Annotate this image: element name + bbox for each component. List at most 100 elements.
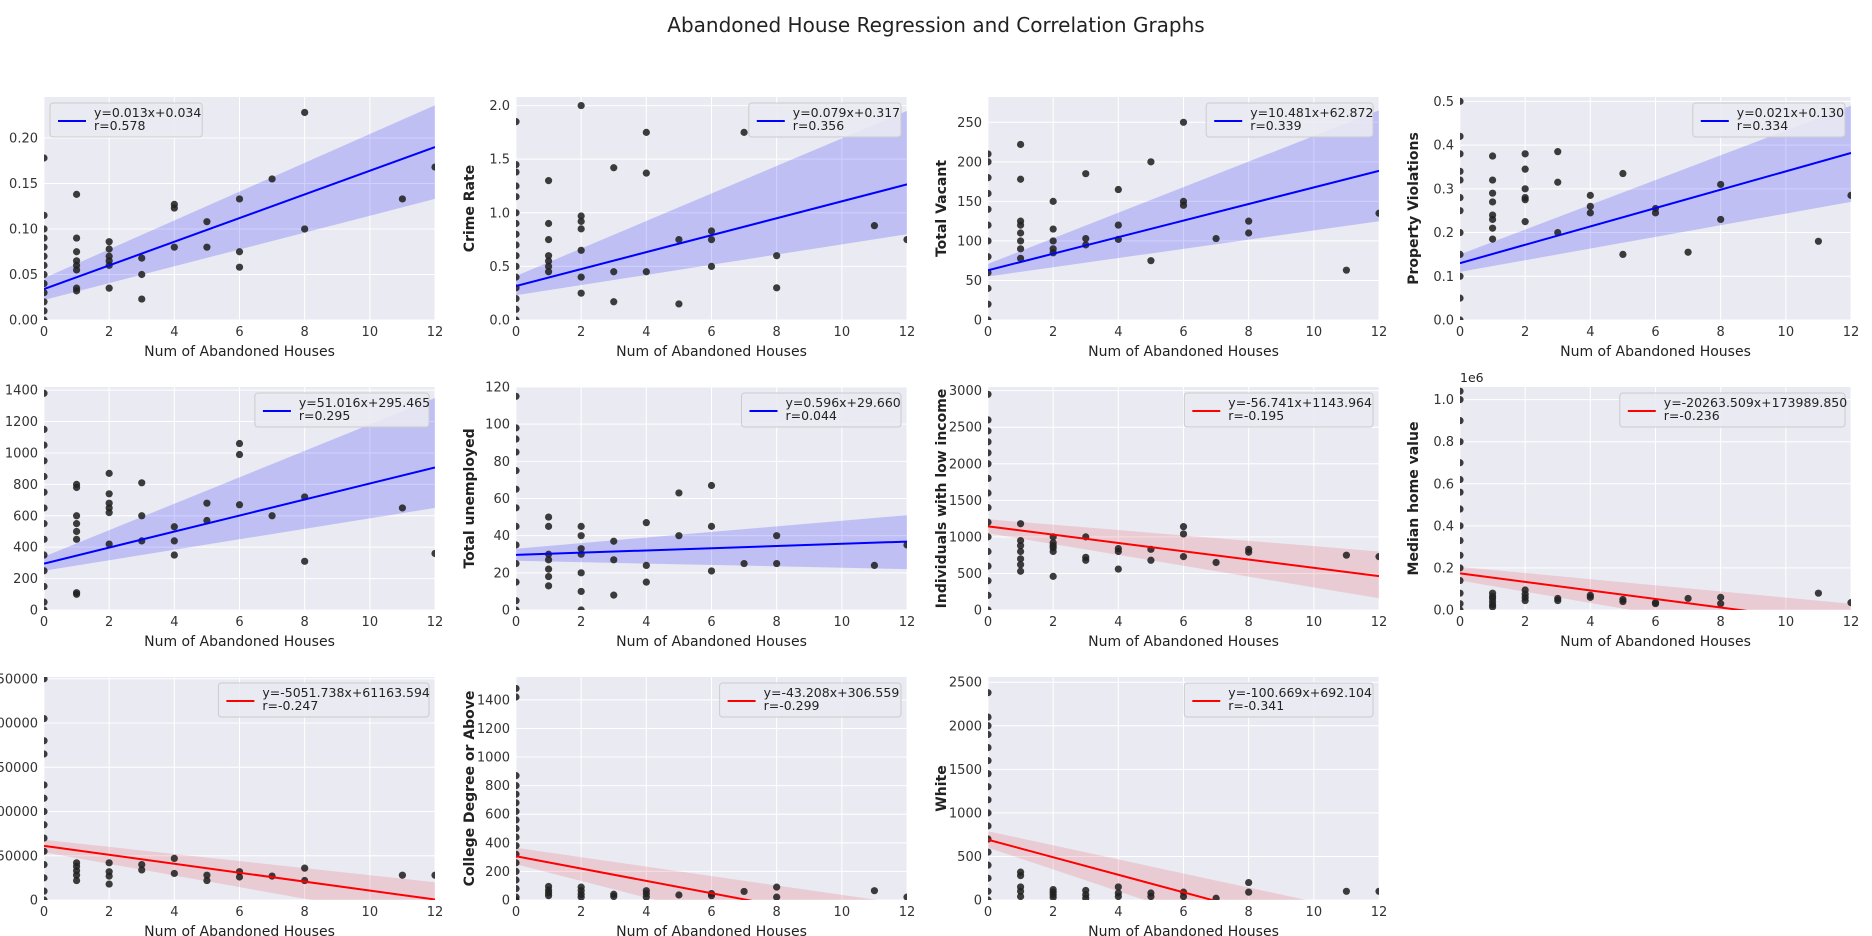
data-point <box>516 606 520 610</box>
x-tick-label: 2 <box>1049 615 1057 630</box>
data-point <box>1460 417 1464 425</box>
data-point <box>72 248 81 256</box>
data-point <box>1179 523 1188 531</box>
data-point <box>1619 169 1627 178</box>
data-point <box>1016 245 1025 253</box>
x-tick-label: 2 <box>105 615 113 630</box>
data-point <box>516 118 520 126</box>
data-point <box>1212 234 1220 243</box>
data-point <box>1016 254 1025 262</box>
y-tick-label: 0.4 <box>1433 519 1454 534</box>
y-axis-label: Crime Rate <box>462 165 478 252</box>
data-point <box>203 871 211 879</box>
data-point <box>1488 235 1497 243</box>
x-tick-label: 2 <box>1521 325 1529 340</box>
legend-text: r=0.295 <box>299 408 350 423</box>
data-point <box>1016 547 1025 556</box>
data-point <box>398 195 407 203</box>
data-point <box>516 160 520 169</box>
data-point <box>516 799 520 807</box>
data-point <box>1016 140 1025 149</box>
legend-box <box>217 682 430 718</box>
data-point <box>235 450 244 459</box>
x-tick-label: 4 <box>170 615 178 630</box>
data-point <box>1342 887 1351 895</box>
y-tick-label: 1500 <box>949 763 982 778</box>
data-point <box>707 567 716 575</box>
data-point <box>1342 551 1351 559</box>
y-tick-label: 2500 <box>949 676 982 691</box>
data-point <box>577 893 585 900</box>
data-point <box>1460 564 1464 572</box>
regression-line <box>44 844 435 900</box>
legend-text: y=10.481x+62.872 <box>1250 105 1373 120</box>
data-point <box>44 389 48 397</box>
confidence-band <box>516 847 878 900</box>
x-tick-label: 8 <box>773 615 781 630</box>
data-point <box>1521 596 1529 605</box>
data-point <box>235 263 244 271</box>
y-axis-label: Total Vacant <box>934 160 950 257</box>
data-point <box>1586 191 1594 199</box>
data-point <box>988 504 992 512</box>
data-point <box>1586 209 1594 217</box>
data-point <box>1460 396 1464 404</box>
data-point <box>988 533 992 541</box>
data-point <box>105 238 113 246</box>
y-axis-label: Total unemployed <box>462 428 478 568</box>
legend-text: r=0.044 <box>786 408 837 423</box>
data-point <box>1016 542 1025 550</box>
data-point <box>1460 576 1464 585</box>
legend-box <box>1183 392 1374 428</box>
x-tick-label: 12 <box>1843 615 1860 630</box>
data-point <box>1179 892 1188 900</box>
legend-text: y=-100.669x+692.104 <box>1228 685 1372 700</box>
x-tick-label: 4 <box>642 325 650 340</box>
x-tick-label: 4 <box>170 905 178 920</box>
data-point <box>516 392 520 400</box>
data-point <box>988 730 992 739</box>
data-point <box>1488 198 1497 206</box>
subplot-8: 0 2 4 6 8 10 12 0.0 0.2 0.4 0.6 0.8 1.0 y=-20263.509x… <box>1406 370 1859 650</box>
data-point <box>988 416 992 424</box>
data-point <box>516 684 520 693</box>
y-tick-label: 250000 <box>0 672 38 687</box>
x-tick-label: 12 <box>427 905 444 920</box>
x-tick-label: 6 <box>1651 615 1659 630</box>
x-axis-label: Num of Abandoned Houses <box>1560 634 1751 650</box>
data-point <box>675 489 683 497</box>
data-point <box>44 606 48 610</box>
y-tick-label: 250 <box>957 116 982 131</box>
subplot-10: 0 2 4 6 8 10 12 0 200 400 600 800 1000 1200 1400 y=-43.… <box>462 677 915 936</box>
data-point <box>516 262 520 270</box>
data-point <box>675 300 683 308</box>
data-point <box>516 782 520 790</box>
x-axis-label: Num of Abandoned Houses <box>616 344 807 360</box>
data-point <box>903 235 907 244</box>
x-tick-label: 8 <box>301 325 309 340</box>
data-point <box>138 479 146 487</box>
data-point <box>203 499 211 507</box>
data-point <box>44 457 48 465</box>
data-point <box>44 847 48 855</box>
y-tick-label: 0 <box>974 894 982 909</box>
x-tick-label: 10 <box>834 325 851 340</box>
data-point <box>1049 197 1057 205</box>
data-point <box>72 876 81 885</box>
y-tick-label: 0 <box>30 894 38 909</box>
data-point <box>1460 387 1464 395</box>
y-tick-label: 2.0 <box>489 99 510 114</box>
data-point <box>740 559 748 568</box>
data-point <box>516 467 520 475</box>
y-tick-label: 800 <box>13 478 38 493</box>
data-point <box>988 606 992 610</box>
data-point <box>988 835 992 843</box>
data-point <box>516 790 520 798</box>
data-point <box>675 532 683 540</box>
data-point <box>988 316 992 320</box>
x-tick-label: 6 <box>1179 615 1187 630</box>
x-axis-label: Num of Abandoned Houses <box>1088 634 1279 650</box>
data-point <box>1114 185 1122 194</box>
data-point <box>516 522 520 530</box>
data-point <box>1016 175 1025 183</box>
